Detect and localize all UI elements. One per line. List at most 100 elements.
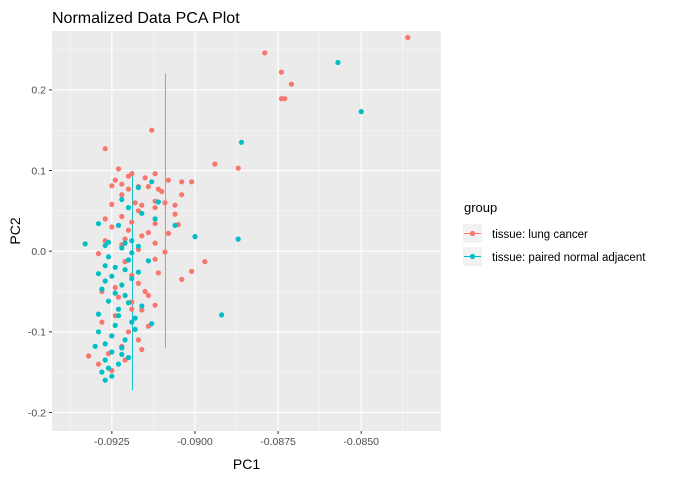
point-tissue-lung-cancer <box>282 96 288 102</box>
point-tissue-lung-cancer <box>129 306 135 312</box>
point-tissue-lung-cancer <box>119 213 125 220</box>
point-tissue-lung-cancer <box>152 240 158 246</box>
point-tissue-paired-normal-adjacent <box>95 221 102 227</box>
legend: group tissue: lung cancer tissue: paired… <box>463 200 646 266</box>
point-tissue-paired-normal-adjacent <box>235 236 241 242</box>
point-tissue-paired-normal-adjacent <box>105 365 112 371</box>
point-tissue-lung-cancer <box>139 307 145 313</box>
x-tick-label: -0.0875 <box>260 436 296 448</box>
point-tissue-lung-cancer <box>172 202 178 208</box>
point-tissue-paired-normal-adjacent <box>125 355 132 361</box>
point-tissue-lung-cancer <box>122 236 128 242</box>
point-tissue-lung-cancer <box>159 188 165 195</box>
point-tissue-paired-normal-adjacent <box>238 139 245 145</box>
point-tissue-paired-normal-adjacent <box>125 257 132 263</box>
point-tissue-paired-normal-adjacent <box>358 109 364 115</box>
point-tissue-paired-normal-adjacent <box>109 333 115 339</box>
point-tissue-paired-normal-adjacent <box>132 326 138 332</box>
point-tissue-lung-cancer <box>139 202 145 208</box>
legend-item-lung-cancer: tissue: lung cancer <box>463 224 588 243</box>
point-tissue-paired-normal-adjacent <box>119 196 125 203</box>
point-tissue-paired-normal-adjacent <box>122 292 128 299</box>
x-axis-ticks: -0.0925 -0.0900 -0.0875 -0.0850 <box>94 431 379 448</box>
point-tissue-paired-normal-adjacent <box>119 351 125 357</box>
point-tissue-lung-cancer <box>152 171 158 177</box>
y-tick-label: -0.2 <box>28 407 46 419</box>
point-tissue-lung-cancer <box>132 200 138 206</box>
point-tissue-lung-cancer <box>145 230 151 236</box>
point-tissue-lung-cancer <box>109 224 115 230</box>
point-tissue-paired-normal-adjacent <box>115 306 122 312</box>
point-tissue-lung-cancer <box>288 81 294 87</box>
point-tissue-paired-normal-adjacent <box>125 300 132 306</box>
legend-item-paired-normal-adjacent: tissue: paired normal adjacent <box>463 247 646 266</box>
y-tick-label: 0.1 <box>31 165 46 177</box>
point-tissue-paired-normal-adjacent <box>105 298 112 304</box>
point-tissue-paired-normal-adjacent <box>122 267 128 273</box>
point-tissue-lung-cancer <box>109 201 115 207</box>
y-axis-ticks: -0.2 -0.1 0.0 0.1 0.2 <box>28 85 52 419</box>
point-tissue-lung-cancer <box>152 302 158 308</box>
point-tissue-lung-cancer <box>102 146 108 152</box>
point-tissue-paired-normal-adjacent <box>335 59 341 66</box>
point-tissue-paired-normal-adjacent <box>112 290 118 296</box>
point-tissue-lung-cancer <box>202 259 208 265</box>
point-tissue-paired-normal-adjacent <box>139 210 145 216</box>
data-points <box>82 34 411 383</box>
point-tissue-lung-cancer <box>262 50 268 56</box>
legend-label: tissue: lung cancer <box>492 229 588 241</box>
point-tissue-lung-cancer <box>125 186 132 192</box>
legend-key-point <box>469 230 476 237</box>
point-tissue-paired-normal-adjacent <box>102 377 108 383</box>
point-tissue-paired-normal-adjacent <box>139 303 145 309</box>
point-tissue-paired-normal-adjacent <box>82 241 88 247</box>
point-tissue-paired-normal-adjacent <box>219 312 225 318</box>
point-tissue-lung-cancer <box>139 233 145 239</box>
point-tissue-lung-cancer <box>405 34 411 41</box>
point-tissue-paired-normal-adjacent <box>149 321 155 327</box>
point-tissue-paired-normal-adjacent <box>95 311 102 317</box>
point-tissue-paired-normal-adjacent <box>109 273 115 279</box>
point-tissue-paired-normal-adjacent <box>135 184 141 191</box>
point-tissue-paired-normal-adjacent <box>149 179 155 185</box>
point-tissue-paired-normal-adjacent <box>102 278 108 284</box>
point-tissue-paired-normal-adjacent <box>112 322 118 328</box>
x-tick-label: -0.0900 <box>177 436 213 448</box>
legend-key-point <box>469 253 476 260</box>
point-tissue-paired-normal-adjacent <box>105 239 112 245</box>
point-tissue-paired-normal-adjacent <box>115 222 122 228</box>
point-tissue-lung-cancer <box>115 294 122 300</box>
point-tissue-paired-normal-adjacent <box>102 242 108 249</box>
point-tissue-paired-normal-adjacent <box>99 369 105 375</box>
point-tissue-lung-cancer <box>145 292 151 299</box>
point-tissue-lung-cancer <box>95 251 102 257</box>
chart-title: Normalized Data PCA Plot <box>52 10 240 27</box>
point-tissue-lung-cancer <box>165 230 171 236</box>
legend-title: group <box>464 200 497 215</box>
point-tissue-lung-cancer <box>162 200 168 206</box>
point-tissue-paired-normal-adjacent <box>115 361 122 367</box>
point-tissue-paired-normal-adjacent <box>95 271 102 277</box>
point-tissue-lung-cancer <box>142 288 148 295</box>
point-tissue-lung-cancer <box>109 183 115 189</box>
point-tissue-lung-cancer <box>102 216 108 222</box>
point-tissue-paired-normal-adjacent <box>129 276 135 282</box>
point-tissue-lung-cancer <box>155 270 161 276</box>
y-tick-label: 0.0 <box>31 246 46 258</box>
point-tissue-paired-normal-adjacent <box>105 254 112 260</box>
point-tissue-lung-cancer <box>139 346 145 353</box>
point-tissue-lung-cancer <box>125 329 132 335</box>
point-tissue-paired-normal-adjacent <box>99 286 105 292</box>
point-tissue-paired-normal-adjacent <box>155 199 161 205</box>
point-tissue-lung-cancer <box>179 192 185 198</box>
y-axis-title: PC2 <box>7 217 23 244</box>
point-tissue-lung-cancer <box>95 361 102 367</box>
point-tissue-lung-cancer <box>86 353 92 359</box>
point-tissue-lung-cancer <box>142 175 148 181</box>
point-tissue-lung-cancer <box>119 181 125 187</box>
point-tissue-lung-cancer <box>112 177 118 183</box>
point-tissue-paired-normal-adjacent <box>95 329 102 335</box>
grid-minor <box>52 31 441 431</box>
point-tissue-lung-cancer <box>165 177 171 183</box>
